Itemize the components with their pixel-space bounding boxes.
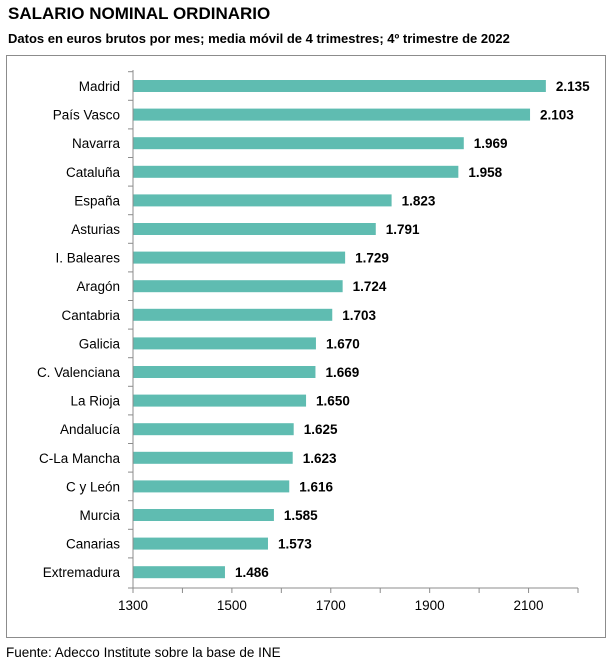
source-note: Fuente: Adecco Institute sobre la base d…	[6, 645, 281, 660]
bar	[133, 251, 346, 264]
value-label: 1.724	[353, 279, 387, 294]
x-tick-label: 1700	[316, 598, 346, 613]
value-label: 1.616	[299, 479, 333, 494]
value-label: 2.135	[556, 79, 590, 94]
bar	[133, 566, 225, 579]
category-label: Aragón	[76, 279, 120, 294]
x-tick-label: 1900	[415, 598, 445, 613]
bar	[133, 509, 274, 521]
bar	[133, 108, 531, 121]
category-label: Navarra	[72, 136, 121, 151]
value-label: 1.625	[304, 422, 338, 437]
bar	[133, 423, 294, 436]
x-tick-label: 2100	[514, 598, 544, 613]
category-label: C. Valenciana	[37, 365, 121, 380]
value-label: 1.958	[468, 165, 502, 180]
category-label: Murcia	[79, 508, 120, 523]
bar	[133, 223, 376, 235]
chart-subtitle: Datos en euros brutos por mes; media móv…	[8, 31, 510, 46]
value-label: 2.103	[540, 108, 574, 123]
bars-layer: Madrid 2.135 País Vasco 2.103 Navarra 1.969 Ca…	[37, 79, 590, 580]
category-label: C y León	[66, 479, 120, 494]
x-tick-label: 1500	[217, 598, 247, 613]
bar	[133, 451, 293, 464]
category-label: C-La Mancha	[39, 451, 121, 466]
value-label: 1.670	[326, 336, 360, 351]
value-label: 1.585	[284, 508, 318, 523]
category-label: Cataluña	[66, 165, 121, 180]
category-label: Asturias	[71, 222, 120, 237]
bar	[133, 137, 464, 150]
category-label: I. Baleares	[55, 251, 120, 266]
category-label: Cantabria	[61, 308, 120, 323]
value-label: 1.486	[235, 565, 269, 580]
value-label: 1.573	[278, 537, 312, 552]
category-label: Canarias	[66, 537, 120, 552]
category-label: España	[74, 193, 120, 208]
category-label: País Vasco	[53, 108, 120, 123]
bar	[133, 80, 546, 92]
value-label: 1.791	[386, 222, 420, 237]
bar	[133, 366, 316, 378]
value-label: 1.823	[402, 193, 436, 208]
value-label: 1.969	[474, 136, 508, 151]
x-tick-label: 1300	[118, 598, 148, 613]
bar-chart: Madrid 2.135 País Vasco 2.103 Navarra 1.969 Ca…	[37, 70, 590, 613]
value-label: 1.623	[303, 451, 337, 466]
bar	[133, 394, 307, 407]
bar	[133, 480, 290, 493]
category-label: Extremadura	[43, 565, 121, 580]
x-axis: 1300 1500 1700 1900 2100	[118, 70, 579, 613]
value-label: 1.650	[316, 394, 350, 409]
bar	[133, 537, 268, 550]
bar	[133, 308, 333, 321]
category-label: La Rioja	[70, 394, 120, 409]
bar	[133, 194, 392, 207]
category-label: Madrid	[79, 79, 120, 94]
bar	[133, 280, 343, 293]
bar	[133, 165, 459, 178]
category-label: Andalucía	[60, 422, 121, 437]
category-label: Galicia	[79, 336, 121, 351]
value-label: 1.669	[325, 365, 359, 380]
bar	[133, 337, 316, 350]
value-label: 1.729	[355, 251, 389, 266]
value-label: 1.703	[342, 308, 376, 323]
chart-frame	[6, 55, 606, 638]
chart-title: SALARIO NOMINAL ORDINARIO	[8, 4, 271, 23]
